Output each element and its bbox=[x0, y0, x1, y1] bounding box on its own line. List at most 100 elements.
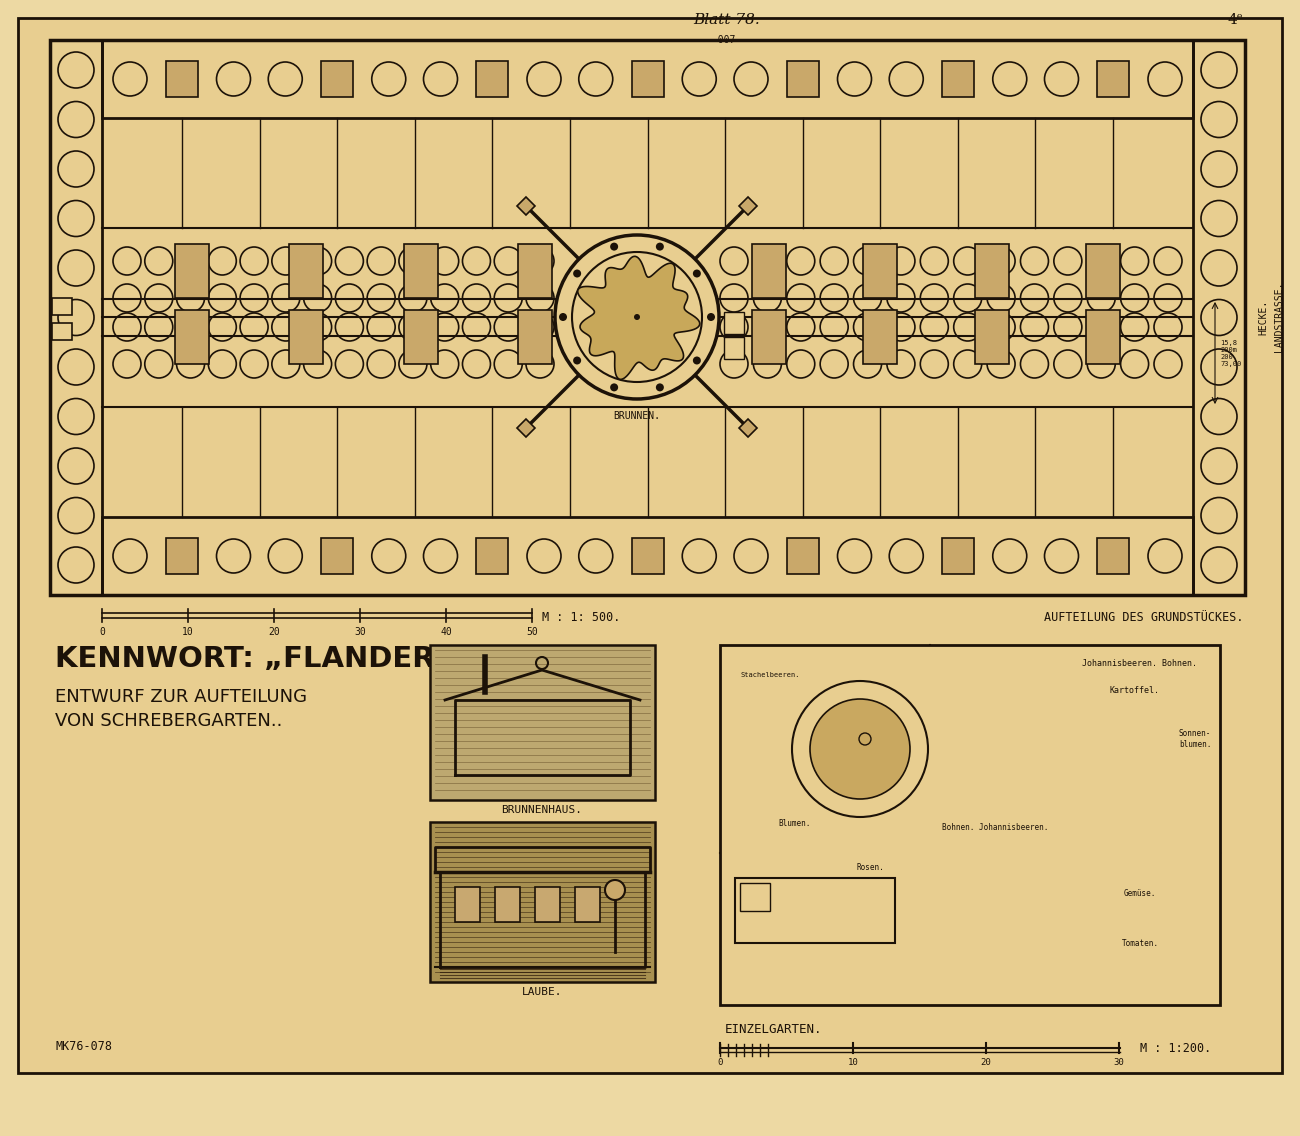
Bar bbox=[740, 883, 770, 911]
Text: MK76-078: MK76-078 bbox=[55, 1039, 112, 1053]
Bar bbox=[734, 878, 894, 943]
Circle shape bbox=[693, 269, 701, 277]
Bar bbox=[751, 244, 786, 298]
Text: Blumen.: Blumen. bbox=[779, 819, 811, 827]
Bar bbox=[455, 887, 480, 922]
Bar bbox=[536, 887, 560, 922]
Bar bbox=[751, 310, 786, 364]
Polygon shape bbox=[738, 419, 757, 437]
Bar bbox=[290, 310, 324, 364]
Bar bbox=[863, 244, 897, 298]
Bar bbox=[724, 337, 744, 359]
Text: HECKE.: HECKE. bbox=[1258, 300, 1267, 335]
Text: Blatt 78.: Blatt 78. bbox=[694, 12, 760, 27]
Bar bbox=[404, 310, 438, 364]
Text: Sonnen-
blumen.: Sonnen- blumen. bbox=[1179, 729, 1212, 749]
Text: ENTWURF ZUR AUFTEILUNG: ENTWURF ZUR AUFTEILUNG bbox=[55, 688, 307, 705]
Text: 4ᵉ: 4ᵉ bbox=[1227, 12, 1243, 27]
Circle shape bbox=[656, 383, 664, 392]
Bar bbox=[430, 822, 655, 982]
Bar bbox=[975, 310, 1009, 364]
Bar bbox=[101, 517, 1193, 595]
Bar bbox=[517, 310, 552, 364]
Circle shape bbox=[610, 243, 617, 251]
Polygon shape bbox=[577, 257, 699, 379]
Text: LAUBE.: LAUBE. bbox=[521, 987, 563, 997]
Text: VON SCHREBERGARTEN..: VON SCHREBERGARTEN.. bbox=[55, 712, 282, 730]
Bar bbox=[1086, 244, 1121, 298]
Bar bbox=[476, 538, 508, 574]
Circle shape bbox=[610, 383, 617, 392]
Text: Bohnen. Johannisbeeren.: Bohnen. Johannisbeeren. bbox=[941, 824, 1048, 833]
Bar bbox=[404, 244, 438, 298]
Bar bbox=[476, 61, 508, 97]
Text: Rosen.: Rosen. bbox=[857, 863, 884, 872]
Bar bbox=[1193, 40, 1245, 595]
Text: 20: 20 bbox=[268, 627, 280, 637]
Text: Tomaten.: Tomaten. bbox=[1122, 938, 1158, 947]
Text: 10: 10 bbox=[182, 627, 194, 637]
Circle shape bbox=[707, 314, 715, 321]
Polygon shape bbox=[517, 197, 536, 215]
Text: 0: 0 bbox=[718, 1058, 723, 1067]
Bar bbox=[786, 538, 819, 574]
Bar bbox=[495, 887, 520, 922]
Circle shape bbox=[604, 880, 625, 900]
Polygon shape bbox=[738, 197, 757, 215]
Bar bbox=[176, 310, 209, 364]
Circle shape bbox=[693, 357, 701, 365]
Text: KENNWORT: „FLANDERN“: KENNWORT: „FLANDERN“ bbox=[55, 645, 478, 673]
Text: 50: 50 bbox=[526, 627, 538, 637]
Text: M : 1: 500.: M : 1: 500. bbox=[542, 610, 620, 624]
Bar bbox=[166, 538, 198, 574]
Bar bbox=[720, 645, 1219, 1005]
Text: 20: 20 bbox=[980, 1058, 992, 1067]
Bar bbox=[49, 40, 1245, 595]
Text: EINZELGARTEN.: EINZELGARTEN. bbox=[725, 1024, 823, 1036]
Text: Stachelbeeren.: Stachelbeeren. bbox=[740, 673, 800, 678]
Bar bbox=[49, 40, 101, 595]
Circle shape bbox=[810, 699, 910, 799]
Circle shape bbox=[656, 243, 664, 251]
Circle shape bbox=[634, 314, 640, 320]
Bar bbox=[1097, 538, 1130, 574]
Bar bbox=[166, 61, 198, 97]
Text: 30: 30 bbox=[354, 627, 365, 637]
Bar bbox=[290, 244, 324, 298]
Bar bbox=[632, 61, 663, 97]
Text: Johannisbeeren. Bohnen.: Johannisbeeren. Bohnen. bbox=[1083, 659, 1197, 668]
Text: 40: 40 bbox=[441, 627, 452, 637]
Polygon shape bbox=[517, 419, 536, 437]
Bar bbox=[101, 40, 1193, 118]
Bar bbox=[632, 538, 663, 574]
Bar bbox=[1086, 310, 1121, 364]
Text: 10: 10 bbox=[848, 1058, 858, 1067]
Text: 30: 30 bbox=[1114, 1058, 1124, 1067]
Bar bbox=[52, 298, 72, 315]
Text: M : 1:200.: M : 1:200. bbox=[1140, 1042, 1212, 1054]
Bar bbox=[724, 312, 744, 334]
Text: 15,8
200m
200
73,00: 15,8 200m 200 73,00 bbox=[1219, 340, 1241, 367]
Circle shape bbox=[555, 235, 719, 399]
Text: BRUNNEN.: BRUNNEN. bbox=[614, 411, 660, 421]
Bar bbox=[52, 323, 72, 340]
Bar bbox=[942, 61, 974, 97]
Circle shape bbox=[573, 357, 581, 365]
Text: Laube.: Laube. bbox=[800, 905, 831, 914]
Text: AUFTEILUNG DES GRUNDSTÜCKES.: AUFTEILUNG DES GRUNDSTÜCKES. bbox=[1044, 610, 1243, 624]
Text: - 007 -: - 007 - bbox=[706, 35, 748, 45]
Text: 0: 0 bbox=[99, 627, 105, 637]
Text: Kartoffel.: Kartoffel. bbox=[1110, 685, 1160, 694]
Bar bbox=[575, 887, 601, 922]
Bar bbox=[321, 61, 354, 97]
Bar bbox=[942, 538, 974, 574]
Text: BRUNNENHAUS.: BRUNNENHAUS. bbox=[502, 805, 582, 815]
Bar bbox=[975, 244, 1009, 298]
Text: LANDSTRASSE.: LANDSTRASSE. bbox=[1274, 282, 1284, 352]
Bar bbox=[1097, 61, 1130, 97]
Bar bbox=[863, 310, 897, 364]
Bar bbox=[176, 244, 209, 298]
Circle shape bbox=[559, 314, 567, 321]
Bar bbox=[430, 645, 655, 800]
Bar bbox=[786, 61, 819, 97]
